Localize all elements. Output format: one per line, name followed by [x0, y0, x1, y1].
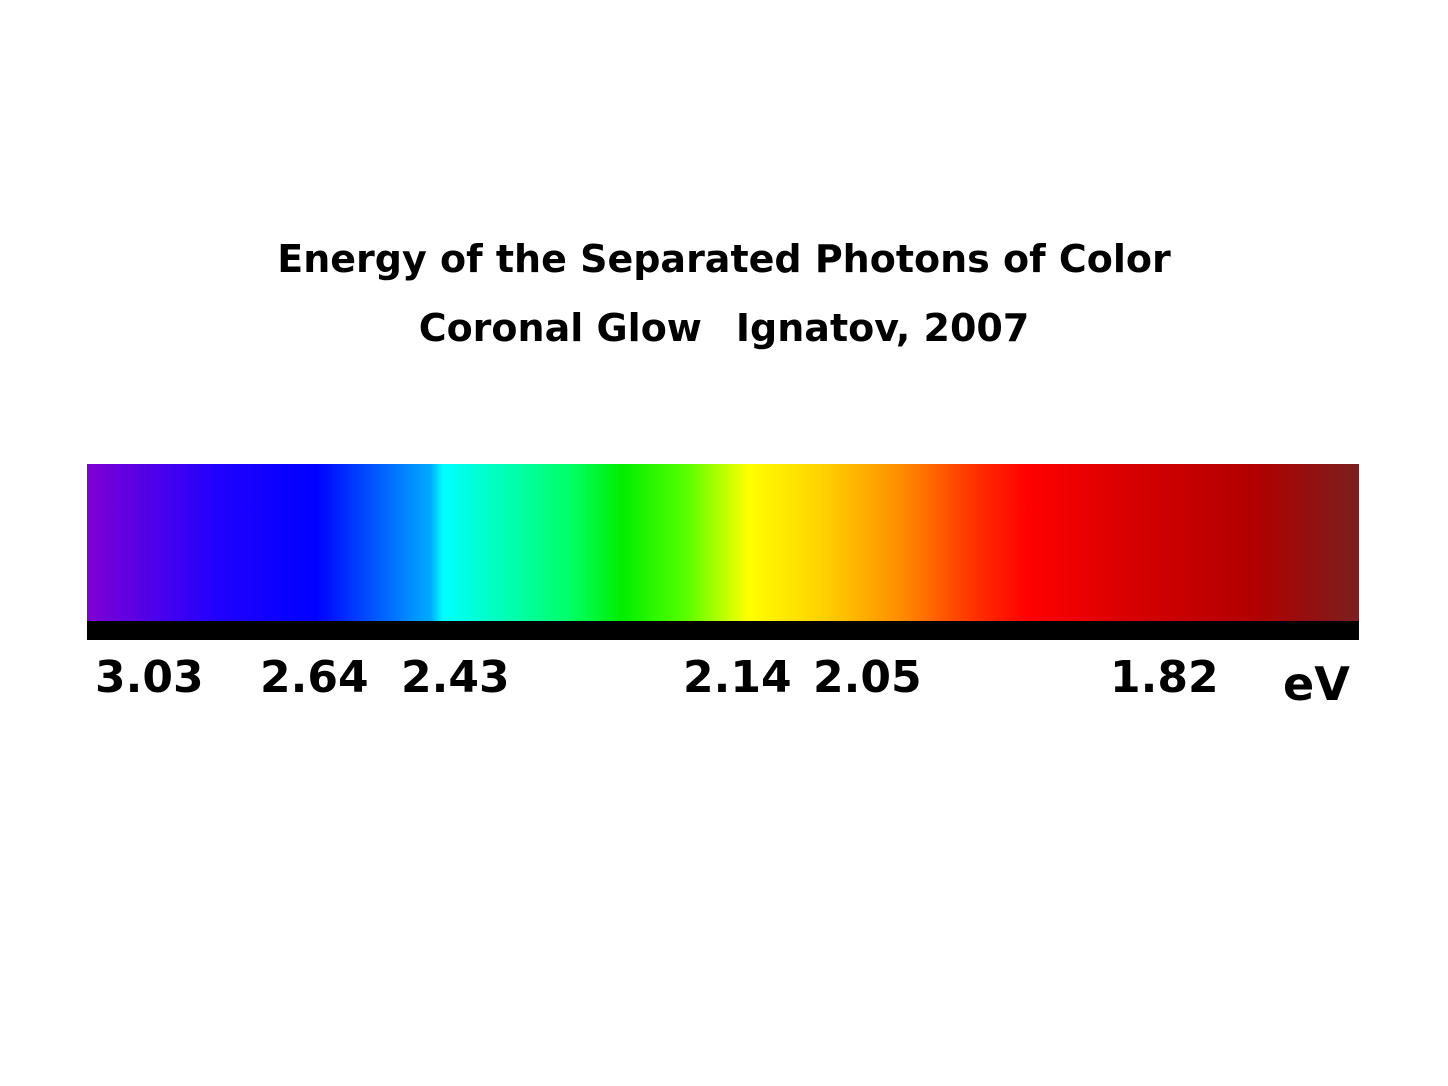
subtitle-coronal-glow: Coronal Glow	[418, 306, 702, 350]
color-spectrum-bar	[87, 464, 1359, 622]
tick-label-2-43: 2.43	[401, 652, 510, 703]
axis-baseline	[87, 621, 1359, 640]
tick-label-2-14: 2.14	[683, 652, 792, 703]
tick-label-2-05: 2.05	[813, 652, 922, 703]
subtitle-author-year: Ignatov, 2007	[735, 306, 1030, 350]
chart-title: Energy of the Separated Photons of Color	[277, 237, 1171, 281]
tick-label-1-82: 1.82	[1110, 652, 1219, 703]
tick-label-2-64: 2.64	[260, 652, 369, 703]
chart-subtitle: Coronal Glow Ignatov, 2007	[0, 305, 1448, 351]
tick-label-3-03: 3.03	[95, 652, 204, 703]
unit-label-ev: eV	[1283, 657, 1350, 711]
